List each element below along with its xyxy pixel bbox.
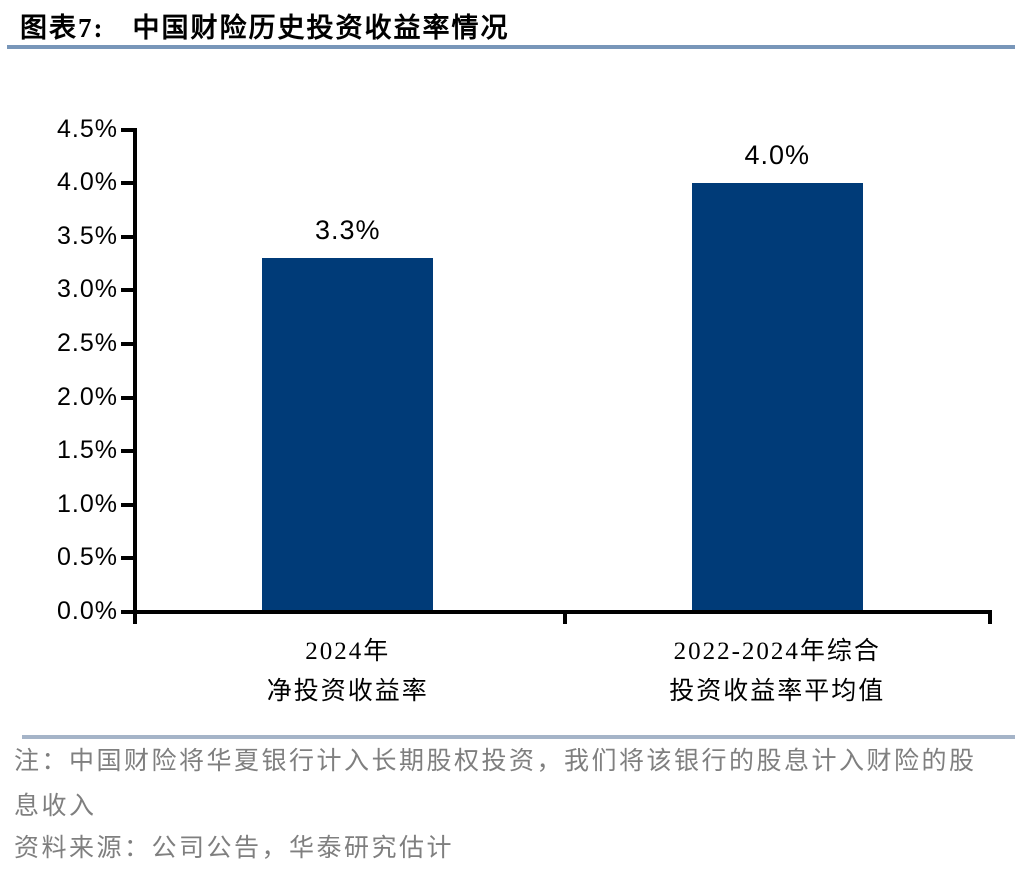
y-tick-label: 1.5% [57, 436, 118, 465]
title-underline [7, 45, 1015, 49]
y-axis-tick [121, 288, 134, 293]
bar-value-label: 4.0% [744, 140, 811, 171]
x-category-label: 2022-2024年综合 投资收益率平均值 [557, 632, 997, 712]
figure-title-text: 中国财险历史投资收益率情况 [132, 13, 510, 43]
y-axis-line [133, 128, 137, 614]
x-axis-tick [988, 612, 992, 624]
source-line: 资料来源：公司公告，华泰研究估计 [14, 835, 455, 862]
figure-title: 图表7: 中国财险历史投资收益率情况 [20, 6, 510, 45]
y-tick-label: 1.0% [57, 489, 118, 518]
x-axis-tick [562, 612, 567, 624]
bar-value-label: 3.3% [314, 215, 381, 246]
y-axis-tick [121, 395, 134, 400]
bar [691, 183, 863, 610]
figure-number: 图表7: [20, 13, 105, 43]
x-category-label-line: 2022-2024年综合 [673, 638, 881, 665]
y-axis-tick [121, 234, 134, 239]
x-axis-tick [133, 612, 137, 624]
y-tick-label: 2.0% [57, 382, 118, 411]
bar [262, 258, 434, 610]
y-axis-tick [121, 556, 134, 561]
y-tick-label: 4.0% [57, 168, 118, 197]
y-tick-label: 4.5% [57, 114, 118, 143]
footer-divider [22, 735, 1015, 739]
y-axis-tick [121, 342, 134, 346]
x-category-label: 2024年净投资收益率 [128, 632, 568, 712]
x-category-label-line: 2024年 [305, 638, 391, 665]
y-tick-label: 2.5% [57, 329, 118, 357]
y-tick-label: 3.0% [57, 275, 118, 304]
y-axis-tick [121, 449, 134, 454]
y-axis-tick [121, 502, 134, 507]
chart-note-line2: 息收入 [14, 793, 97, 820]
y-axis-tick [121, 610, 134, 614]
y-tick-label: 0.5% [57, 543, 118, 572]
x-category-label-line: 投资收益率平均值 [669, 678, 886, 705]
y-tick-label: 3.5% [57, 221, 118, 250]
x-category-label-line: 净投资收益率 [266, 678, 429, 705]
y-axis-tick [121, 127, 134, 132]
chart-note-line1: 注：中国财险将华夏银行计入长期股权投资，我们将该银行的股息计入财险的股 [14, 748, 977, 775]
y-axis-tick [121, 181, 134, 186]
y-tick-label: 0.0% [57, 597, 118, 625]
